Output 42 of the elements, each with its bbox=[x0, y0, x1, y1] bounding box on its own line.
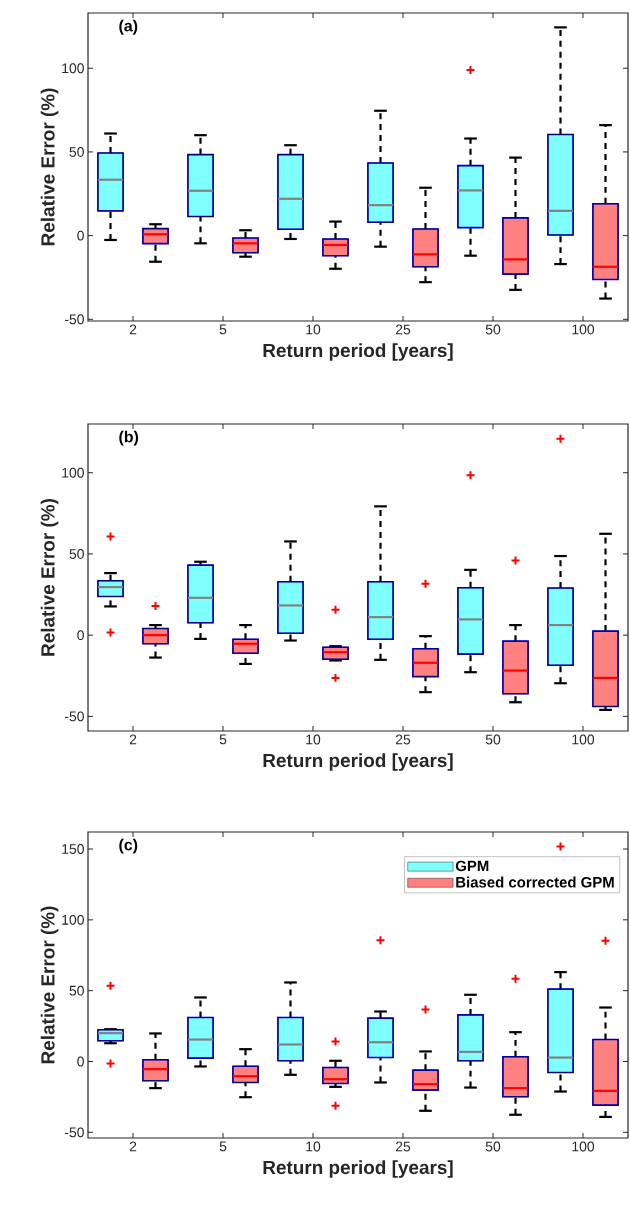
y-axis-title: Relative Error (%) bbox=[40, 906, 59, 1064]
x-tick-label: 5 bbox=[219, 1141, 227, 1152]
x-tick-label: 2 bbox=[129, 324, 137, 335]
chart-title: (a) bbox=[119, 19, 138, 35]
x-axis-title: Return period [years] bbox=[263, 1160, 453, 1178]
chart-title: (b) bbox=[119, 430, 139, 446]
y-tick-label: -50 bbox=[64, 711, 84, 722]
y-tick-label: -50 bbox=[64, 1127, 84, 1138]
x-tick-label: 50 bbox=[485, 1141, 501, 1152]
x-tick-label: 25 bbox=[395, 1141, 411, 1152]
x-tick-label: 2 bbox=[129, 1141, 137, 1152]
y-tick-label: 0 bbox=[77, 1056, 84, 1067]
x-tick-label: 100 bbox=[572, 324, 595, 335]
y-tick-label: 50 bbox=[69, 985, 84, 996]
x-tick-label: 10 bbox=[306, 734, 321, 745]
y-axis-title: Relative Error (%) bbox=[40, 499, 59, 656]
x-tick-label: 100 bbox=[572, 1141, 595, 1152]
x-tick-label: 5 bbox=[219, 734, 227, 745]
x-axis-title: Return period [years] bbox=[263, 753, 453, 771]
x-tick-label: 100 bbox=[572, 734, 595, 745]
y-axis-title: Relative Error (%) bbox=[40, 88, 59, 246]
x-tick-label: 10 bbox=[306, 1141, 321, 1152]
x-tick-label: 25 bbox=[395, 734, 411, 745]
y-tick-label: 100 bbox=[62, 63, 84, 74]
x-tick-label: 50 bbox=[485, 734, 501, 745]
y-tick-label: 150 bbox=[62, 844, 84, 854]
y-tick-label: 0 bbox=[77, 630, 84, 641]
y-tick-label: 100 bbox=[62, 914, 84, 925]
y-tick-label: -50 bbox=[64, 314, 84, 325]
x-tick-label: 5 bbox=[219, 324, 227, 335]
y-tick-label: 100 bbox=[62, 467, 84, 478]
x-tick-label: 25 bbox=[395, 324, 411, 335]
chart-title: (c) bbox=[119, 838, 138, 854]
x-tick-label: 2 bbox=[129, 734, 137, 745]
x-tick-label: 50 bbox=[485, 324, 501, 335]
x-axis-title: Return period [years] bbox=[263, 343, 453, 361]
legend-label: GPM bbox=[455, 860, 489, 872]
y-tick-label: 0 bbox=[77, 230, 84, 241]
legend-label: Biased corrected GPM bbox=[456, 876, 614, 888]
x-tick-label: 10 bbox=[306, 324, 321, 335]
y-tick-label: 50 bbox=[69, 146, 84, 157]
y-tick-label: 50 bbox=[69, 548, 84, 559]
